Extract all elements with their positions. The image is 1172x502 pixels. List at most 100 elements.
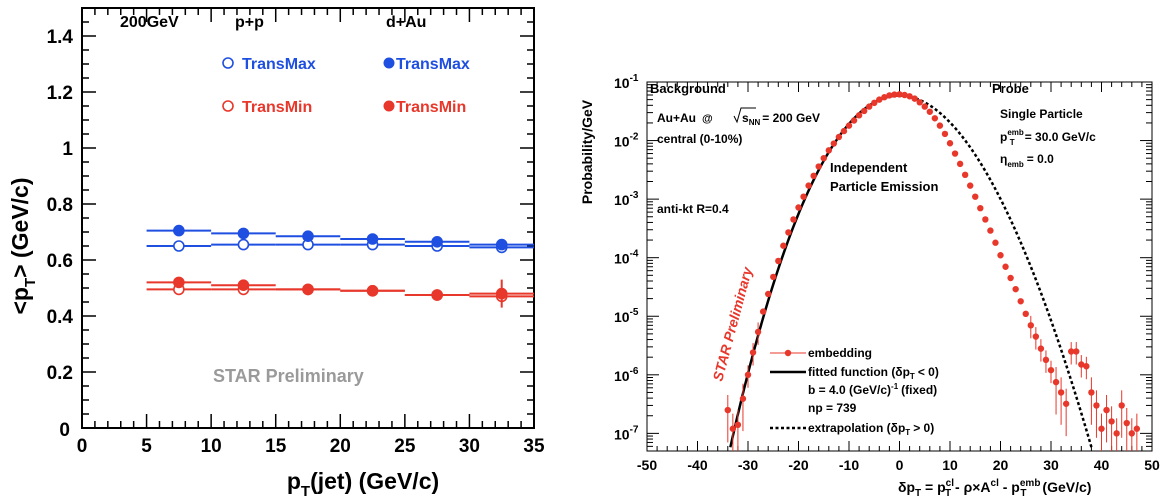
right-y-tick-label: 10-6 bbox=[614, 366, 639, 384]
embedding-point bbox=[997, 252, 1004, 259]
right-y-tick-label: 10-7 bbox=[614, 424, 639, 442]
embedding-point bbox=[840, 127, 848, 135]
single-particle-label: Single Particle bbox=[1000, 107, 1083, 121]
legend-embedding-marker bbox=[784, 349, 792, 357]
embedding-point bbox=[951, 150, 959, 157]
embedding-point bbox=[901, 91, 908, 99]
left-y-tick-label: 1.2 bbox=[47, 83, 73, 104]
legend-b-label: b = 4.0 (GeV/c)-1 (fixed) bbox=[808, 382, 937, 397]
embedding-point bbox=[1017, 298, 1024, 305]
embedding-point bbox=[1073, 348, 1080, 355]
sqrt-content: sNN = 200 GeV bbox=[742, 111, 820, 127]
legend-extrapolation-label: extrapolation (δpT > 0) bbox=[808, 421, 934, 437]
embedding-point bbox=[1128, 430, 1136, 437]
probe-pt-label: pemb T = 30.0 GeV/c bbox=[1000, 128, 1096, 147]
left-x-tick-label: 15 bbox=[265, 436, 287, 457]
right-y-tick-label: 10-1 bbox=[614, 73, 639, 91]
embedding-point bbox=[926, 108, 933, 115]
left-legend: TransMax TransMax TransMin TransMin bbox=[222, 56, 470, 116]
background-title: Background bbox=[650, 81, 726, 96]
embedding-point bbox=[961, 171, 969, 179]
embedding-point bbox=[749, 349, 757, 356]
right-x-tick-label: 30 bbox=[1043, 457, 1059, 473]
embedding-point bbox=[1022, 310, 1029, 318]
embedding-point bbox=[1002, 263, 1009, 270]
embedding-point bbox=[795, 204, 802, 211]
embedding-point bbox=[860, 107, 868, 115]
left-y-tick-label: 0.2 bbox=[47, 363, 73, 384]
left-data bbox=[146, 224, 534, 308]
embedding-point bbox=[815, 163, 822, 170]
right-y-tick-labels: 10-1 10-2 10-3 10-4 10-5 10-6 10-7 bbox=[614, 73, 639, 442]
left-x-tick-label: 25 bbox=[394, 436, 416, 457]
independent-label-2: Particle Emission bbox=[830, 179, 938, 194]
embedding-point bbox=[886, 92, 893, 99]
legend-fit-label: fitted function (δpT < 0) bbox=[808, 365, 939, 381]
right-y-tick-label: 10-3 bbox=[614, 190, 639, 208]
embedding-point bbox=[1007, 274, 1014, 282]
left-preliminary-label: STAR Preliminary bbox=[213, 366, 364, 386]
right-x-tick-label: 40 bbox=[1094, 457, 1110, 473]
embedding-point bbox=[1108, 418, 1115, 425]
embedding-point bbox=[734, 421, 742, 429]
embedding-point bbox=[780, 242, 787, 249]
dau-header: d+Au bbox=[386, 14, 426, 31]
embedding-point bbox=[1068, 348, 1075, 355]
left-data-point bbox=[431, 289, 443, 301]
embedding-point bbox=[1037, 345, 1045, 352]
legend-marker-pp-transmax bbox=[222, 57, 234, 69]
pp-header: p+p bbox=[235, 14, 264, 31]
left-y-tick-labels: 0.2 0.4 0.6 0.8 1 1.2 1.4 bbox=[47, 27, 74, 384]
embedding-point bbox=[1027, 322, 1035, 329]
legend-marker-dau-transmax bbox=[383, 57, 395, 69]
embedding-point bbox=[765, 290, 772, 298]
embedding-point bbox=[785, 229, 792, 236]
embedding-point bbox=[921, 103, 928, 110]
embedding-point bbox=[956, 160, 964, 168]
left-x-tick-label: 35 bbox=[523, 436, 545, 457]
extrapolation-curve bbox=[899, 94, 1093, 448]
embedding-point bbox=[896, 91, 903, 98]
legend-label-pp-transmax: TransMax bbox=[242, 56, 316, 73]
embedding-point bbox=[876, 96, 883, 103]
embedding-point bbox=[987, 227, 994, 234]
right-x-tick-label: -20 bbox=[788, 457, 808, 473]
embedding-point bbox=[1088, 389, 1095, 396]
embedding-point bbox=[830, 140, 838, 147]
right-y-axis-label: Probability/GeV bbox=[579, 99, 595, 204]
embedding-point bbox=[946, 140, 954, 147]
probe-eta-label: ηemb = 0.0 bbox=[1000, 152, 1054, 169]
embedding-point bbox=[775, 257, 782, 265]
embedding-point bbox=[1012, 285, 1019, 293]
independent-label-1: Independent bbox=[830, 160, 908, 175]
left-data-point bbox=[302, 230, 314, 242]
embedding-point bbox=[800, 193, 807, 200]
left-x-tick-label: 20 bbox=[330, 436, 351, 457]
left-chart: 0.2 0.4 0.6 0.8 1 1.2 1.4 0 5 10 15 20 25 30 35 0 <pT… bbox=[7, 7, 545, 500]
embedding-point bbox=[992, 239, 999, 246]
legend-embedding-label: embedding bbox=[808, 346, 872, 360]
embedding-point bbox=[931, 115, 939, 122]
embedding-point bbox=[845, 122, 853, 129]
left-y-zero-label: 0 bbox=[59, 420, 70, 441]
embedding-point bbox=[871, 99, 878, 107]
right-x-tick-label: 50 bbox=[1144, 457, 1160, 473]
right-preliminary-label: STAR Preliminary bbox=[709, 264, 755, 383]
embedding-point bbox=[729, 425, 737, 432]
embedding-point bbox=[1078, 361, 1085, 368]
left-data-point bbox=[302, 283, 314, 296]
left-data-point bbox=[237, 227, 250, 240]
left-ticks bbox=[81, 7, 535, 429]
right-y-tick-label: 10-5 bbox=[614, 307, 639, 325]
embedding-point bbox=[825, 147, 832, 154]
left-y-tick-label: 0.6 bbox=[47, 251, 73, 272]
legend-marker-dau-transmin bbox=[383, 100, 395, 112]
embedding-point bbox=[1118, 402, 1125, 409]
embedding-point bbox=[1062, 400, 1070, 407]
right-x-tick-label: -50 bbox=[637, 457, 657, 473]
left-y-tick-label: 0.8 bbox=[47, 195, 73, 216]
embedding-point bbox=[770, 273, 777, 281]
embedding-point bbox=[1057, 389, 1065, 396]
embedding-point bbox=[982, 216, 989, 223]
